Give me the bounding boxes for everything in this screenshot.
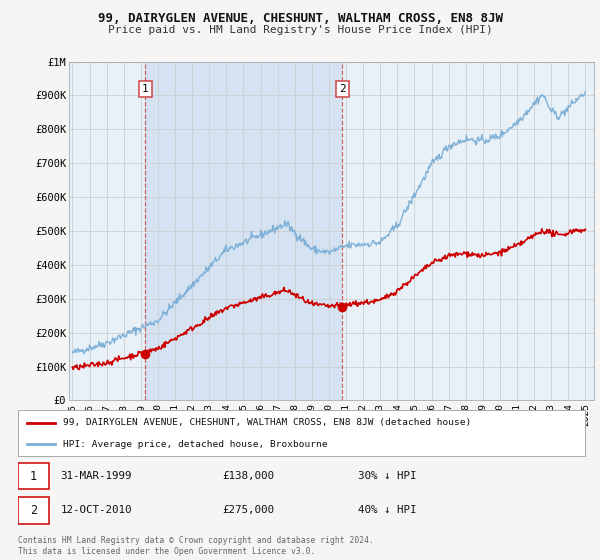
Text: 12-OCT-2010: 12-OCT-2010 <box>61 505 132 515</box>
Bar <box>18 463 49 489</box>
Text: 1: 1 <box>30 469 37 483</box>
Text: 99, DAIRYGLEN AVENUE, CHESHUNT, WALTHAM CROSS, EN8 8JW: 99, DAIRYGLEN AVENUE, CHESHUNT, WALTHAM … <box>97 12 503 25</box>
Bar <box>145 62 343 400</box>
Point <box>140 349 150 358</box>
Text: 30% ↓ HPI: 30% ↓ HPI <box>358 471 416 481</box>
Bar <box>18 497 49 524</box>
Point <box>338 303 347 312</box>
Text: 99, DAIRYGLEN AVENUE, CHESHUNT, WALTHAM CROSS, EN8 8JW (detached house): 99, DAIRYGLEN AVENUE, CHESHUNT, WALTHAM … <box>64 418 472 427</box>
Text: 1: 1 <box>142 83 148 94</box>
Text: 40% ↓ HPI: 40% ↓ HPI <box>358 505 416 515</box>
Text: 2: 2 <box>339 83 346 94</box>
Text: 2: 2 <box>30 504 37 517</box>
Text: HPI: Average price, detached house, Broxbourne: HPI: Average price, detached house, Brox… <box>64 440 328 449</box>
Text: Contains HM Land Registry data © Crown copyright and database right 2024.
This d: Contains HM Land Registry data © Crown c… <box>18 536 374 556</box>
Text: £138,000: £138,000 <box>222 471 274 481</box>
Text: Price paid vs. HM Land Registry's House Price Index (HPI): Price paid vs. HM Land Registry's House … <box>107 25 493 35</box>
Text: 31-MAR-1999: 31-MAR-1999 <box>61 471 132 481</box>
Text: £275,000: £275,000 <box>222 505 274 515</box>
